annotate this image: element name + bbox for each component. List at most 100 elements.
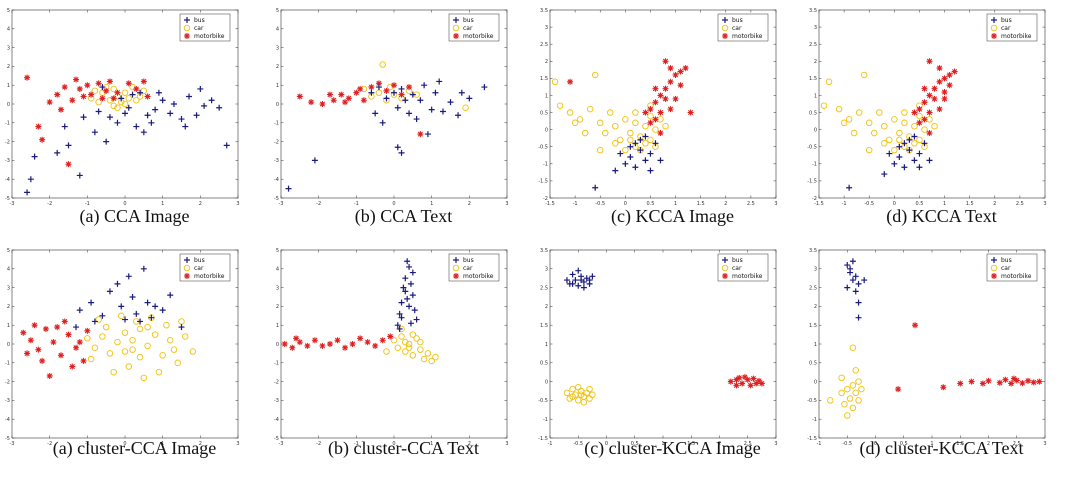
- y-tick-label: 1.5: [809, 323, 817, 329]
- motorbike-point: [667, 65, 674, 72]
- motorbike-point: [750, 375, 757, 382]
- motorbike-point: [304, 342, 311, 349]
- motorbike-point: [289, 344, 296, 351]
- y-tick-label: 4: [7, 267, 10, 273]
- car-point: [569, 393, 576, 400]
- motorbike-point: [968, 378, 975, 385]
- car-point: [855, 109, 863, 116]
- bus-point: [152, 303, 159, 310]
- legend-label-bus: bus: [463, 17, 474, 24]
- legend-marker-bus: [453, 17, 459, 23]
- y-tick-label: -5: [274, 436, 279, 442]
- bus-point: [458, 89, 465, 96]
- bus-point: [901, 164, 908, 171]
- car-point: [841, 400, 848, 408]
- car-point: [876, 109, 883, 116]
- y-tick-label: 3.5: [809, 248, 817, 254]
- motorbike-point: [946, 71, 953, 78]
- y-tick-label: 4: [7, 27, 10, 33]
- car-point: [820, 102, 828, 109]
- x-tick-label: -1: [85, 441, 90, 447]
- y-tick-label: 0: [7, 102, 10, 108]
- car-point: [417, 346, 424, 353]
- car-point: [569, 385, 576, 393]
- x-tick-label: 0: [624, 201, 627, 207]
- y-tick-label: 2.5: [540, 285, 548, 291]
- x-tick-label: -3: [279, 441, 284, 447]
- caption-cluster-kcca-text: (d) cluster-KCCA Text: [859, 438, 1024, 458]
- motorbike-point: [296, 339, 303, 346]
- bus-point: [208, 97, 215, 104]
- bus-point: [575, 267, 582, 274]
- bus-point: [91, 129, 98, 136]
- x-tick-label: 0: [392, 201, 395, 207]
- x-tick-label: 0: [123, 441, 126, 447]
- legend-marker-bus: [184, 257, 190, 263]
- motorbike-point: [662, 58, 669, 65]
- x-tick-label: 1: [674, 201, 677, 207]
- car-point: [622, 116, 629, 123]
- car-point: [110, 85, 117, 93]
- car-point: [140, 87, 148, 95]
- car-point: [398, 333, 405, 340]
- x-tick-label: -0.5: [842, 441, 852, 447]
- y-tick-label: 0.5: [809, 361, 817, 367]
- car-point: [583, 389, 590, 397]
- x-tick-label: 0: [893, 201, 896, 207]
- car-point: [825, 78, 833, 86]
- x-tick-label: 2: [718, 441, 721, 447]
- motorbike-point: [334, 337, 341, 344]
- x-tick-label: 0: [605, 441, 608, 447]
- x-tick-label: -1: [817, 441, 822, 447]
- bus-point: [881, 171, 888, 178]
- motorbike-point: [756, 377, 763, 384]
- x-tick-label: -1: [573, 201, 578, 207]
- car-point: [91, 87, 99, 95]
- y-tick-label: -2: [812, 196, 817, 202]
- bus-point: [129, 91, 136, 98]
- bus-point: [396, 310, 403, 317]
- car-point: [405, 344, 413, 352]
- bus-point: [125, 273, 132, 280]
- x-tick-label: -1: [85, 201, 90, 207]
- bus-point: [906, 147, 913, 154]
- motorbike-point: [379, 337, 386, 344]
- legend-label-car: car: [732, 265, 742, 272]
- motorbike-point: [73, 344, 80, 351]
- bus-point: [407, 280, 414, 287]
- bus-point: [846, 184, 853, 191]
- motorbike-point: [73, 76, 80, 83]
- car-point: [845, 116, 853, 123]
- x-tick-label: -0.5: [595, 201, 605, 207]
- motorbike-point: [80, 357, 87, 364]
- y-tick-label: -4: [5, 177, 10, 183]
- car-point: [850, 129, 858, 137]
- car-point: [155, 368, 163, 376]
- motorbike-point: [383, 87, 390, 94]
- y-tick-label: 1: [545, 93, 548, 99]
- motorbike-point: [1036, 378, 1043, 385]
- motorbike-point: [24, 74, 31, 81]
- x-tick-label: 2.5: [747, 201, 755, 207]
- bus-point: [647, 167, 654, 174]
- car-point: [581, 129, 589, 137]
- motorbike-point: [936, 106, 943, 113]
- plot-frame: [549, 9, 777, 199]
- y-tick-label: -1: [274, 121, 279, 127]
- y-tick-label: 2.5: [809, 42, 817, 48]
- motorbike-point: [652, 116, 659, 123]
- motorbike-point: [76, 85, 83, 92]
- x-tick-label: 1: [661, 441, 664, 447]
- y-tick-label: 1: [545, 342, 548, 348]
- x-tick-label: 2: [199, 441, 202, 447]
- car-point: [838, 374, 845, 382]
- legend-marker-motorbike: [991, 273, 997, 279]
- y-tick-label: 2: [814, 304, 817, 310]
- motorbike-point: [50, 339, 57, 346]
- motorbike-point: [662, 95, 669, 102]
- y-tick-label: 2: [7, 64, 10, 70]
- motorbike-point: [931, 95, 938, 102]
- bus-point: [24, 189, 31, 196]
- car-point: [911, 122, 918, 130]
- series-motorbike: [911, 58, 958, 137]
